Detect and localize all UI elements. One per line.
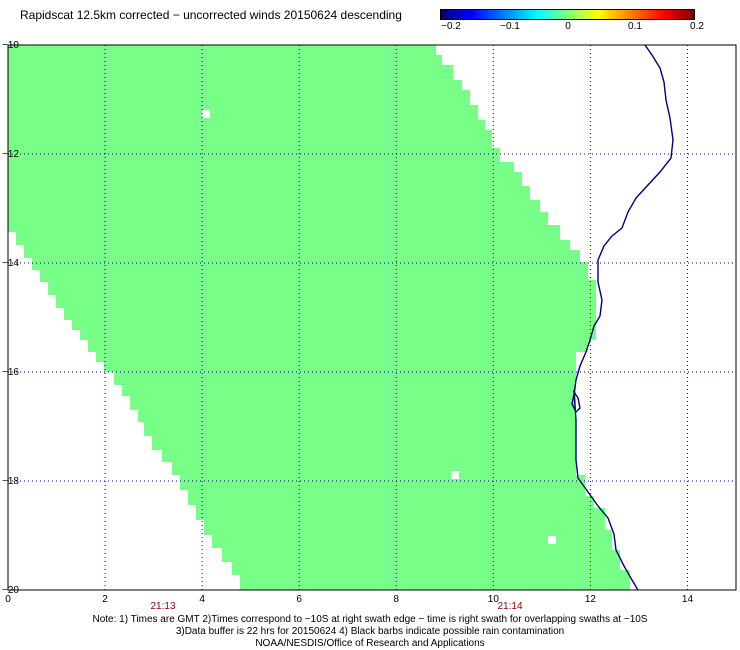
swath-time: 21:13 [150,601,176,612]
y-tick-label: −12 [2,149,19,160]
chart-title: Rapidscat 12.5km corrected − uncorrected… [20,8,402,22]
x-tick-label: 0 [5,594,11,605]
footnote-line: 3)Data buffer is 22 hrs for 20150624 4) … [175,626,565,637]
colorbar-label: 0.1 [628,21,642,32]
x-tick-label: 8 [393,594,399,605]
y-tick-label: −10 [2,40,19,51]
y-tick-label: −16 [2,367,19,378]
colorbar-label: −0.1 [500,21,520,32]
coastline [571,44,674,591]
swath-fill [8,45,630,590]
x-tick-label: 6 [296,594,302,605]
no-data-cell [451,471,459,479]
map-frame [7,44,737,591]
no-data-cell [548,536,556,544]
x-tick-label: 4 [199,594,205,605]
y-tick-label: −18 [2,476,19,487]
x-tick-label: 12 [585,594,597,605]
footnote-line: NOAA/NESDIS/Office of Research and Appli… [255,638,485,649]
y-tick-label: −20 [2,585,19,596]
map-grid [8,45,736,590]
y-tick-label: −14 [2,258,19,269]
x-tick-label: 14 [682,594,694,605]
no-data-cell [202,110,210,118]
swath-time: 21:14 [497,601,523,612]
colorbar-label: 0 [565,21,571,32]
swath-region [8,45,630,590]
colorbar-label: 0.2 [690,21,704,32]
x-tick-label: 10 [488,594,500,605]
x-tick-label: 2 [102,594,108,605]
axis-ticks: 0 2 4 6 8 10 12 14 −10 −12 −14 −16 −18 −20 [2,40,693,605]
colorbar-label: −0.2 [441,21,461,32]
footnote-line: Note: 1) Times are GMT 2)Times correspon… [92,614,648,625]
colorbar [440,9,695,20]
